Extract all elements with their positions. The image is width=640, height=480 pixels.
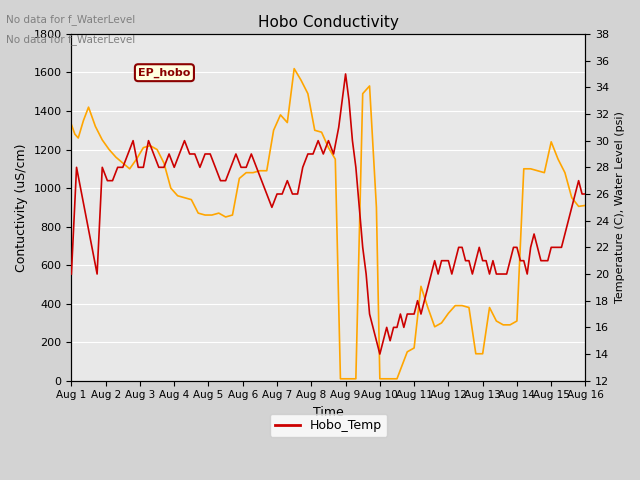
Title: Hobo Conductivity: Hobo Conductivity <box>258 15 399 30</box>
Y-axis label: Temperature (C), Water Level (psi): Temperature (C), Water Level (psi) <box>615 111 625 303</box>
X-axis label: Time: Time <box>313 406 344 419</box>
Legend: Hobo_Temp: Hobo_Temp <box>270 414 387 437</box>
Y-axis label: Contuctivity (uS/cm): Contuctivity (uS/cm) <box>15 143 28 272</box>
Text: No data for f_WaterLevel: No data for f_WaterLevel <box>6 14 136 25</box>
Text: EP_hobo: EP_hobo <box>138 68 191 78</box>
Text: No data for f_WaterLevel: No data for f_WaterLevel <box>6 34 136 45</box>
